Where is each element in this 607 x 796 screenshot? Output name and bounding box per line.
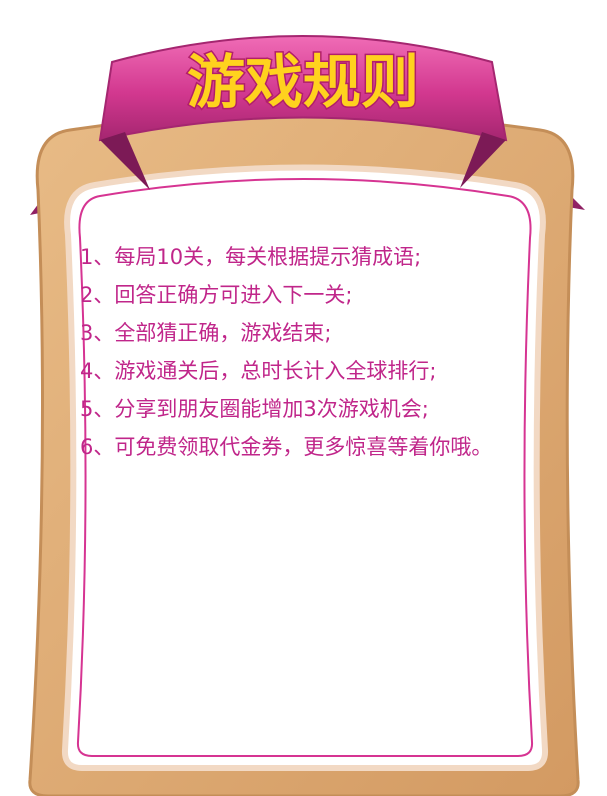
rules-list: 1、 每局10关，每关根据提示猜成语; 2、 回答正确方可进入下一关; 3、 全部猜正确，… <box>80 238 540 466</box>
rule-number: 2、 <box>80 283 115 307</box>
rule-item: 1、 每局10关，每关根据提示猜成语; <box>80 238 540 276</box>
rule-item: 2、 回答正确方可进入下一关; <box>80 276 540 314</box>
rule-number: 5、 <box>80 397 115 421</box>
game-rules-title: 游戏规则 <box>187 48 419 116</box>
rule-item: 5、 分享到朋友圈能增加3次游戏机会; <box>80 390 540 428</box>
rule-text: 分享到朋友圈能增加3次游戏机会; <box>114 397 429 421</box>
rule-number: 1、 <box>80 245 115 269</box>
rule-text: 全部猜正确，游戏结束; <box>114 321 332 345</box>
rule-text: 游戏通关后，总时长计入全球排行; <box>114 359 437 383</box>
rule-item: 6、 可免费领取代金券，更多惊喜等着你哦。 <box>80 428 540 466</box>
rule-item: 4、 游戏通关后，总时长计入全球排行; <box>80 352 540 390</box>
rule-text: 回答正确方可进入下一关; <box>114 283 353 307</box>
rules-panel <box>61 164 549 771</box>
ribbon-fold-left <box>100 132 150 190</box>
rule-text: 可免费领取代金券，更多惊喜等着你哦。 <box>114 435 493 459</box>
rule-item: 3、 全部猜正确，游戏结束; <box>80 314 540 352</box>
rule-text: 每局10关，每关根据提示猜成语; <box>114 245 422 269</box>
rules-panel-border <box>76 178 534 757</box>
ribbon-fold-right <box>460 132 506 188</box>
rule-number: 6、 <box>80 435 115 459</box>
rule-number: 4、 <box>80 359 115 383</box>
rule-number: 3、 <box>80 321 115 345</box>
